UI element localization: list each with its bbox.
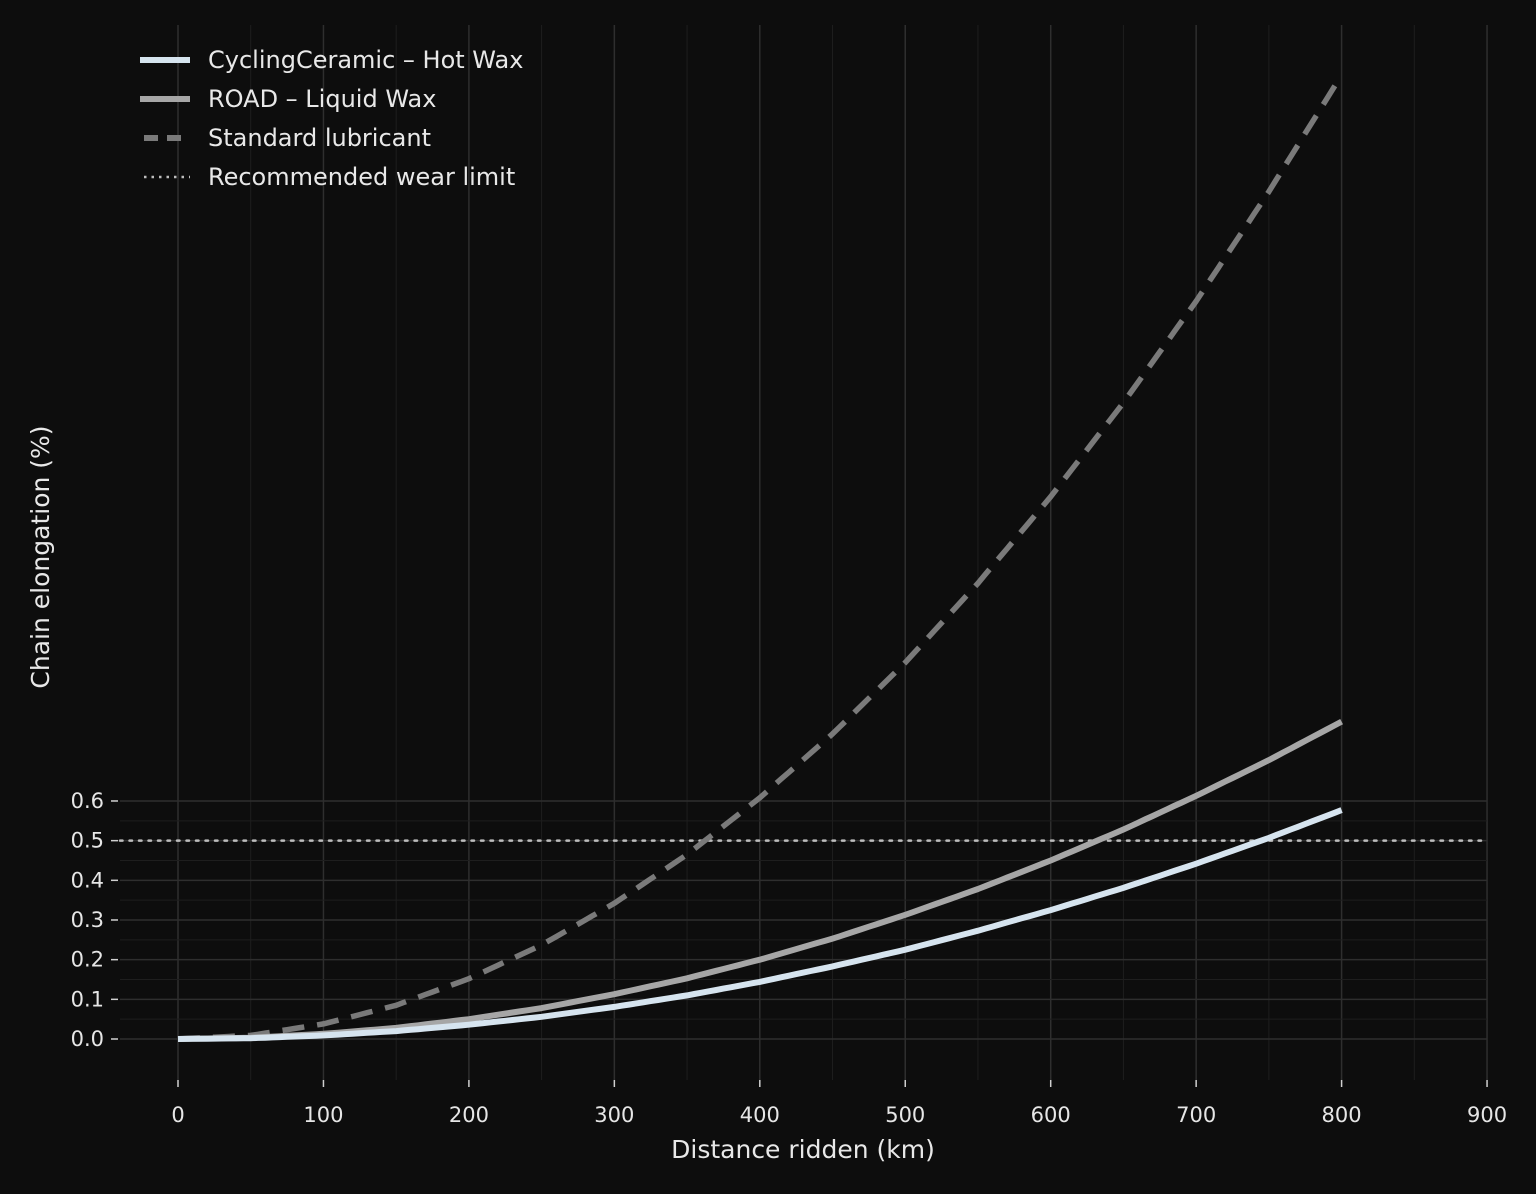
y-axis-ticks: 0.0 0.1 0.2 0.3 0.4 0.5 0.6	[71, 789, 118, 1051]
y-tick-label: 0.1	[71, 987, 104, 1011]
x-tick-label: 400	[740, 1103, 780, 1127]
solid-line-swatch-icon	[132, 50, 196, 70]
x-tick-label: 600	[1031, 1103, 1071, 1127]
legend-label: Recommended wear limit	[208, 162, 516, 191]
y-tick-label: 0.3	[71, 908, 104, 932]
legend-label: CyclingCeramic – Hot Wax	[208, 45, 524, 74]
y-axis-label: Chain elongation (%)	[26, 425, 55, 688]
x-axis-label: Distance ridden (km)	[671, 1135, 935, 1164]
legend-item-standard-lubricant: Standard lubricant	[132, 118, 523, 157]
y-tick-label: 0.6	[71, 789, 104, 813]
x-tick-label: 900	[1467, 1103, 1507, 1127]
dashed-line-swatch-icon	[132, 128, 196, 148]
solid-line-swatch-icon	[132, 89, 196, 109]
series-line-cyclingceramic-hot-wax	[177, 807, 1343, 1042]
data-series	[177, 73, 1344, 1042]
series-line-standard-lubricant	[177, 73, 1344, 1042]
x-axis-ticks: 0 100 200 300 400 500 600 700 800 900	[171, 1080, 1507, 1127]
x-tick-label: 800	[1322, 1103, 1362, 1127]
minor-vertical-gridlines	[250, 25, 1415, 1080]
legend-item-hot-wax: CyclingCeramic – Hot Wax	[132, 40, 523, 79]
x-tick-label: 0	[171, 1103, 184, 1127]
x-tick-label: 700	[1176, 1103, 1216, 1127]
y-tick-label: 0.4	[71, 868, 104, 892]
x-tick-label: 100	[303, 1103, 343, 1127]
y-tick-label: 0.0	[71, 1027, 104, 1051]
legend-label: ROAD – Liquid Wax	[208, 84, 437, 113]
x-tick-label: 200	[449, 1103, 489, 1127]
legend-item-liquid-wax: ROAD – Liquid Wax	[132, 79, 523, 118]
x-tick-label: 300	[594, 1103, 634, 1127]
legend-item-wear-limit: Recommended wear limit	[132, 157, 523, 196]
y-tick-label: 0.2	[71, 948, 104, 972]
legend: CyclingCeramic – Hot Wax ROAD – Liquid W…	[132, 40, 523, 196]
legend-label: Standard lubricant	[208, 123, 431, 152]
horizontal-gridlines	[120, 800, 1487, 1040]
x-tick-label: 500	[885, 1103, 925, 1127]
dotted-line-swatch-icon	[132, 167, 196, 187]
y-tick-label: 0.5	[71, 829, 104, 853]
